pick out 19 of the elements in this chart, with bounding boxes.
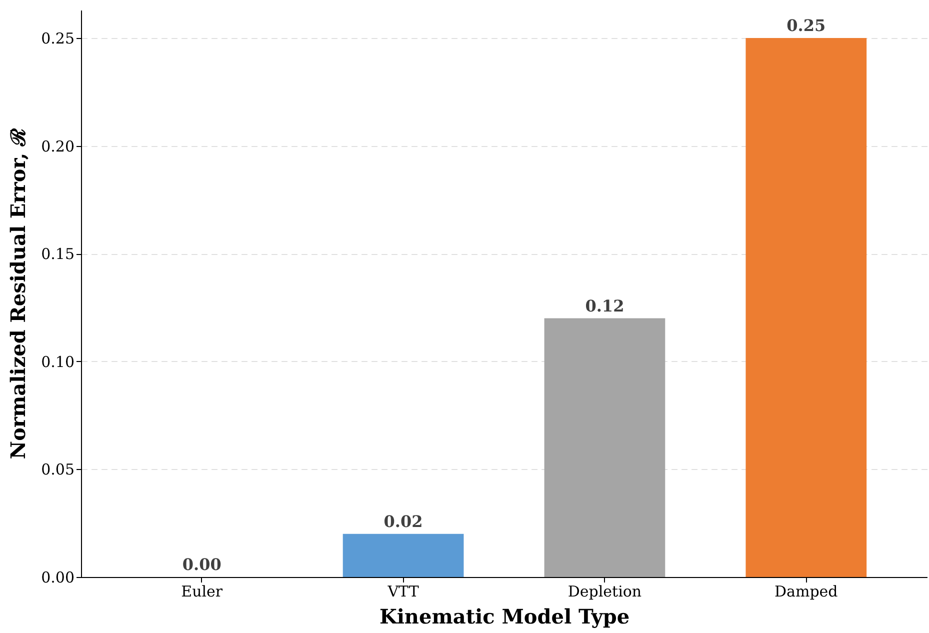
y-tick-label: 0.05 <box>41 460 74 479</box>
y-axis-title: Normalized Residual Error, ℛ <box>6 128 30 460</box>
y-tick-label: 0.00 <box>41 568 74 586</box>
y-tick-label: 0.25 <box>41 30 74 48</box>
x-tick-label: VTT <box>386 582 419 600</box>
x-axis-title: Kinematic Model Type <box>379 604 630 628</box>
x-tick-label: Euler <box>181 582 224 600</box>
bar <box>746 38 867 577</box>
data-label: 0.02 <box>384 512 423 531</box>
data-label: 0.25 <box>786 16 826 36</box>
y-tick-label: 0.20 <box>41 137 74 156</box>
y-tick-label: 0.15 <box>41 245 74 264</box>
data-label: 0.12 <box>585 296 624 316</box>
bar <box>544 318 666 577</box>
x-tick-label: Depletion <box>568 582 642 600</box>
data-label: 0.00 <box>182 555 222 574</box>
y-tick-label: 0.10 <box>41 352 74 371</box>
bar <box>342 534 464 577</box>
x-tick-label: Damped <box>774 582 838 600</box>
